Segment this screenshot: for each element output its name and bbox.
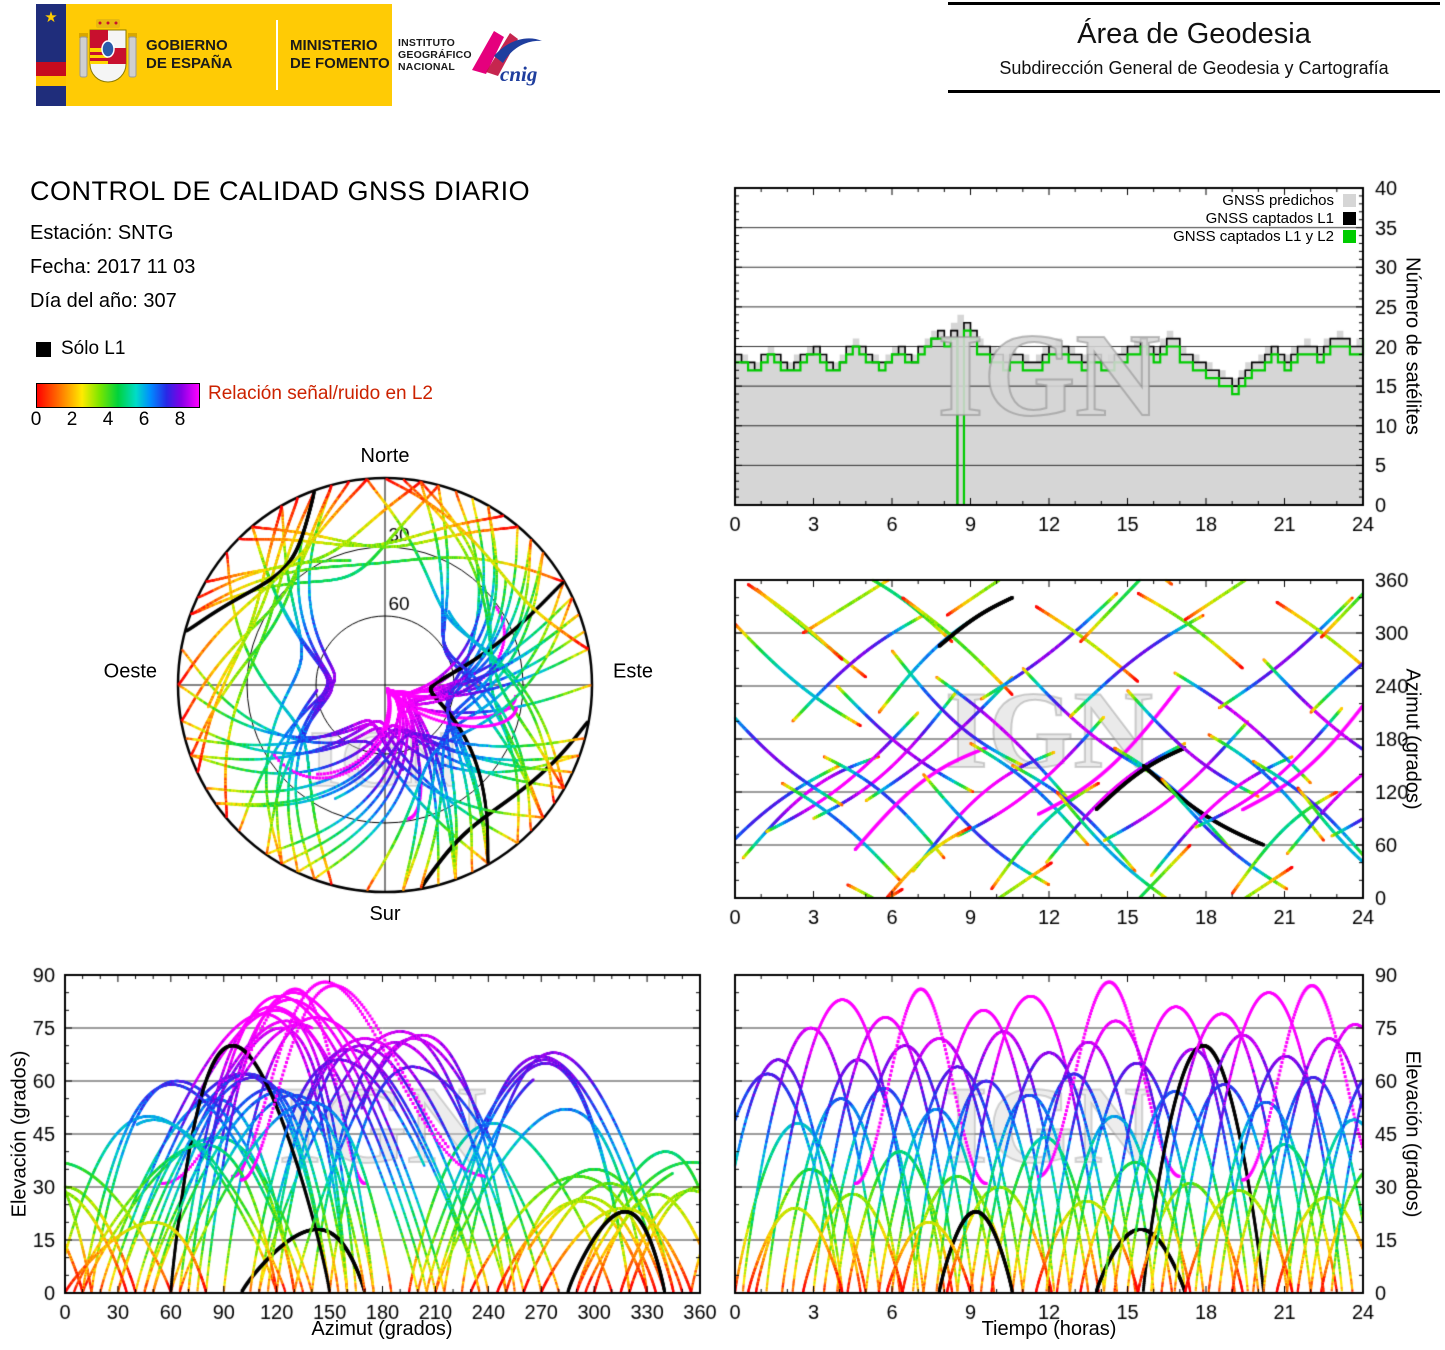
star-icon: ★ [44,9,58,26]
logo-divider [276,20,278,90]
colorbar-tick: 4 [102,409,114,430]
government-label: GOBIERNO DE ESPAÑA [146,37,232,73]
colorbar-ticks: 0 2 4 6 8 [31,409,200,433]
area-subtitle: Subdirección General de Geodesia y Carto… [999,58,1389,78]
government-line1: GOBIERNO [146,37,228,54]
ministry-line1: MINISTERIO [290,37,378,54]
institute-line: INSTITUTO [398,37,456,49]
area-title: Área de Geodesia [1077,18,1311,50]
elevazim-xlabel: Azimut (grados) [311,1318,453,1340]
satcount-ylabel: Número de satélites [1401,257,1424,435]
gray-swatch-icon [1343,193,1356,207]
satellite-count-chart [680,150,1445,550]
colorbar-tick: 2 [66,409,78,430]
legend-label: GNSS predichos [1222,191,1334,209]
ministry-line2: DE FOMENTO [290,55,390,72]
spain-flag-strip: ★ [36,4,66,106]
elevtime-ylabel: Elevación (grados) [1401,1050,1424,1218]
legend-row: GNSS captados L1 y L2 [1000,227,1356,245]
elevation-azimuth-chart [10,940,780,1340]
compass-east-label: Este [613,660,654,683]
compass-south-label: Sur [369,903,401,925]
snr-colorbar-block: Relación señal/ruido en L2 0 2 4 6 8 [31,383,636,435]
elevazim-ylabel: Elevación (grados) [8,1050,31,1218]
solo-l1-legend: Sólo L1 [36,338,125,360]
azimuth-ylabel: Azimut (grados) [1401,668,1424,810]
elevation-time-chart [680,940,1445,1340]
azimuth-time-chart [680,545,1445,945]
station-line: Estación: SNTG [30,222,174,244]
cnig-logo: cnig [466,26,550,88]
green-swatch-icon [1343,229,1356,243]
institute-line: GEOGRÁFICO [398,49,472,61]
colorbar-tick: 8 [174,409,186,430]
ministry-label: MINISTERIO DE FOMENTO [290,37,390,73]
compass-north-label: Norte [360,445,410,467]
chart-legend: GNSS predichos GNSS captados L1 GNSS cap… [1000,191,1356,245]
colorbar [36,383,200,408]
page-title: CONTROL DE CALIDAD GNSS DIARIO [30,176,531,206]
institute-line: NACIONAL [398,61,456,73]
compass-west-label: Oeste [103,660,157,683]
black-square-icon [36,341,51,357]
black-swatch-icon [1343,211,1356,225]
colorbar-label: Relación señal/ruido en L2 [208,383,433,404]
cnig-wordmark: cnig [500,62,538,86]
doy-line: Día del año: 307 [30,290,177,312]
legend-row: GNSS captados L1 [1000,209,1356,227]
government-logo-box: GOBIERNO DE ESPAÑA MINISTERIO DE FOMENTO [66,4,392,106]
report-header: CONTROL DE CALIDAD GNSS DIARIO Estación:… [30,176,530,324]
flag-gold-stripe [36,76,66,86]
elevtime-xlabel: Tiempo (horas) [981,1318,1117,1340]
legend-row: GNSS predichos [1000,191,1356,209]
legend-label: GNSS captados L1 y L2 [1173,227,1334,245]
flag-red-stripe [36,62,66,76]
area-header: Área de Geodesia Subdirección General de… [948,2,1440,93]
colorbar-tick: 6 [138,409,150,430]
colorbar-tick: 0 [30,409,42,430]
government-line2: DE ESPAÑA [146,55,233,72]
legend-label: GNSS captados L1 [1205,209,1334,227]
date-line: Fecha: 2017 11 03 [30,256,196,278]
sky-plot-canvas [160,460,610,910]
ign-institute-label: INSTITUTO GEOGRÁFICO NACIONAL [398,37,472,73]
solo-l1-label: Sólo L1 [61,338,126,359]
cnig-brush-icon [472,31,542,76]
spain-coat-of-arms-icon [79,19,137,83]
